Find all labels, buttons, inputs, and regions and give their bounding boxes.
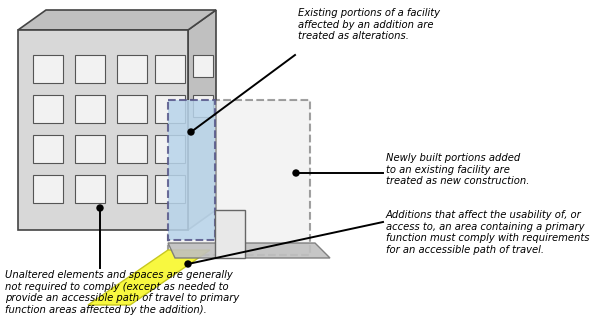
Bar <box>75 95 105 123</box>
Bar <box>117 175 147 203</box>
Bar <box>75 55 105 83</box>
Bar <box>155 55 185 83</box>
Text: Unaltered elements and spaces are generally
not required to comply (except as ne: Unaltered elements and spaces are genera… <box>5 270 240 315</box>
Text: Additions that affect the usability of, or
access to, an area containing a prima: Additions that affect the usability of, … <box>386 210 590 255</box>
Polygon shape <box>18 10 216 30</box>
Bar <box>117 95 147 123</box>
Bar <box>193 55 213 77</box>
Polygon shape <box>168 100 310 255</box>
Text: Newly built portions added
to an existing facility are
treated as new constructi: Newly built portions added to an existin… <box>386 153 530 186</box>
Bar <box>75 175 105 203</box>
Bar <box>33 55 63 83</box>
Circle shape <box>185 261 191 267</box>
Bar <box>33 95 63 123</box>
Bar <box>33 175 63 203</box>
Bar <box>117 135 147 163</box>
Polygon shape <box>168 243 330 258</box>
Bar <box>155 175 185 203</box>
Bar <box>155 95 185 123</box>
Circle shape <box>97 205 103 211</box>
Bar <box>193 95 213 117</box>
Polygon shape <box>168 100 215 240</box>
Bar <box>33 135 63 163</box>
Circle shape <box>293 170 299 176</box>
Polygon shape <box>88 250 210 305</box>
Bar <box>18 30 188 230</box>
Bar <box>215 210 245 258</box>
Text: Existing portions of a facility
affected by an addition are
treated as alteratio: Existing portions of a facility affected… <box>298 8 440 41</box>
Bar <box>155 135 185 163</box>
Polygon shape <box>188 10 216 230</box>
Bar <box>117 55 147 83</box>
Circle shape <box>188 129 194 135</box>
Bar <box>75 135 105 163</box>
